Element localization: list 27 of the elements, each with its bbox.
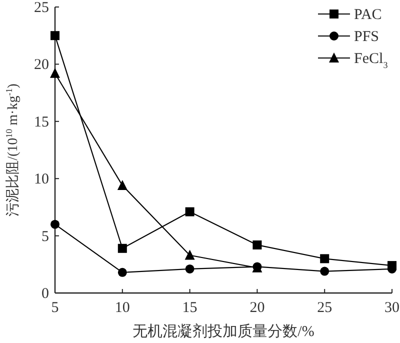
y-tick-label: 5 <box>42 228 49 245</box>
y-tick-label: 20 <box>34 57 49 74</box>
point <box>117 180 128 190</box>
legend-label: PFS <box>354 29 380 45</box>
x-tick-label: 30 <box>384 300 400 316</box>
y-tick-label: 10 <box>34 172 49 188</box>
legend-label: PAC <box>354 7 382 23</box>
point <box>185 264 194 274</box>
point <box>118 268 127 277</box>
point <box>320 266 330 276</box>
y-tick-label: 15 <box>34 114 49 130</box>
y-tick-label: 25 <box>34 0 49 16</box>
point <box>50 220 60 229</box>
point <box>50 68 60 78</box>
point <box>185 207 194 216</box>
x-tick-label: 15 <box>182 300 198 316</box>
point <box>118 244 127 253</box>
point <box>50 31 60 40</box>
point <box>252 240 262 250</box>
y-tick-label: 0 <box>42 286 49 302</box>
x-tick-label: 25 <box>317 300 332 316</box>
point <box>320 254 330 264</box>
x-axis-title: 无机混凝剂投加质量分数/% <box>132 323 314 340</box>
x-tick-label: 10 <box>114 300 130 316</box>
point <box>184 250 195 260</box>
legend-label: FeCl$_{3}$ <box>354 51 388 70</box>
x-tick-label: 20 <box>250 300 265 316</box>
